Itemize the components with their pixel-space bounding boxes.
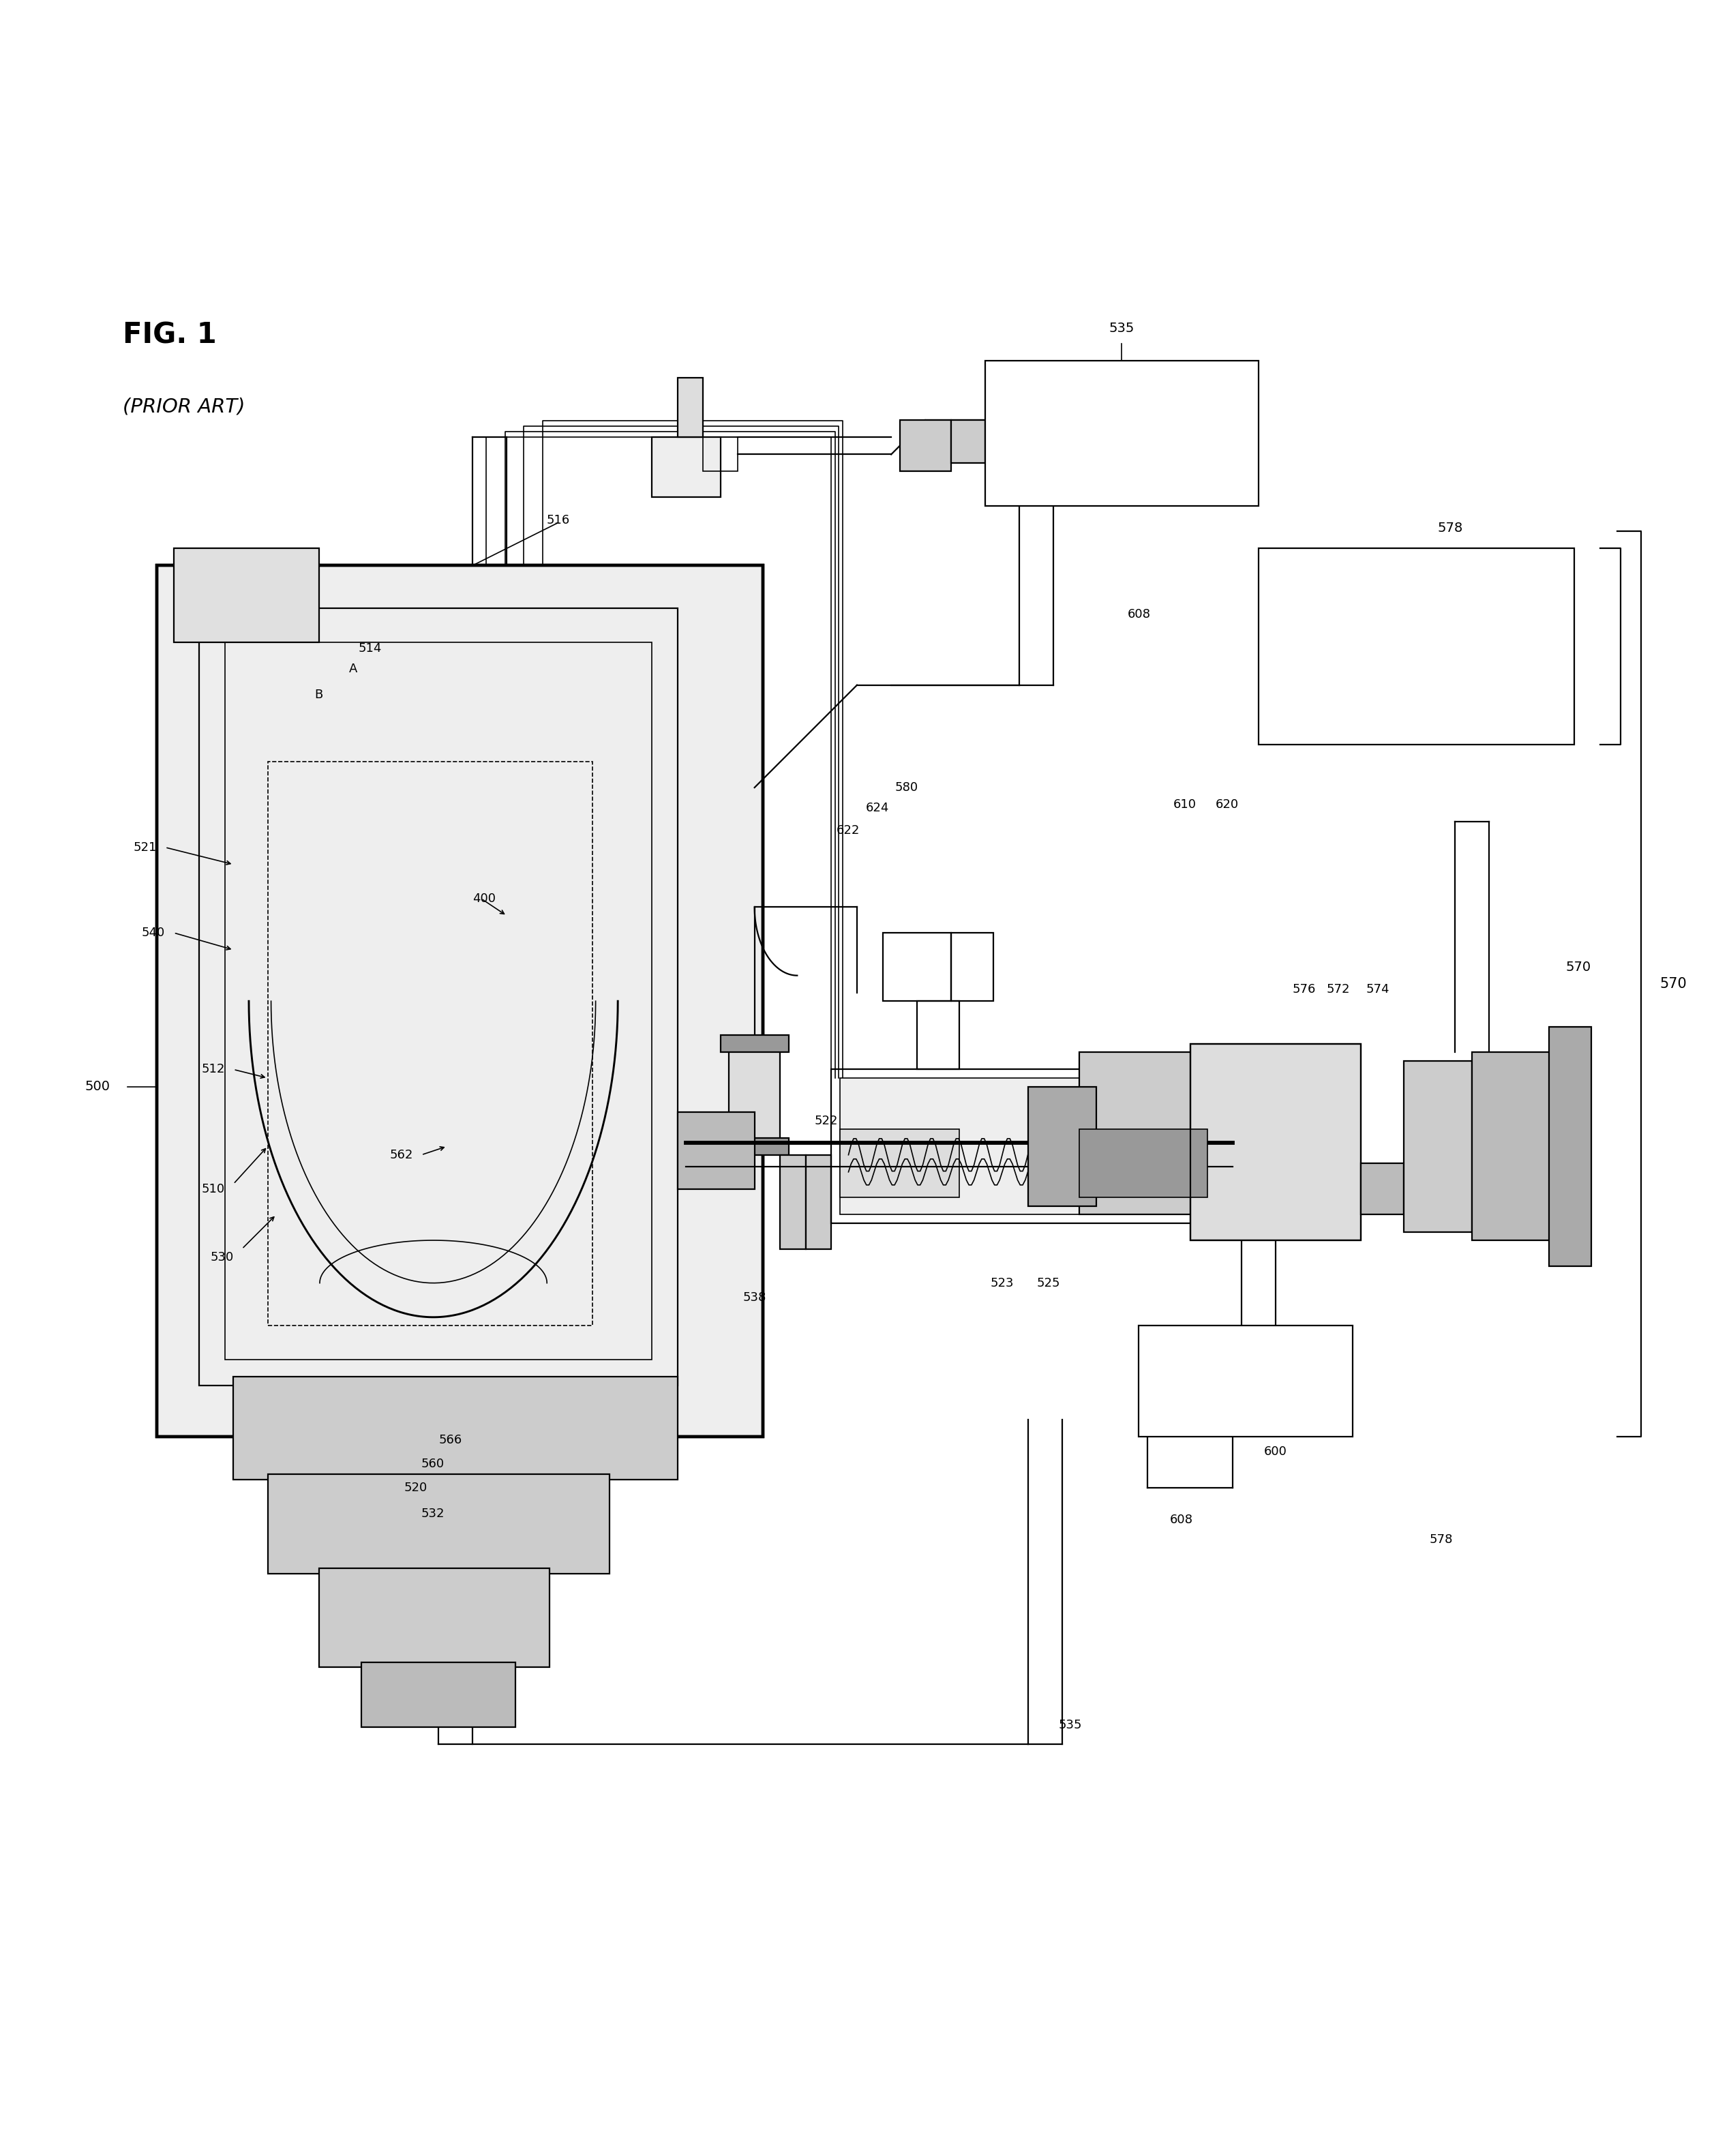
Text: 512: 512	[202, 1063, 225, 1076]
Bar	[651, 438, 720, 498]
Bar	[1080, 1052, 1207, 1214]
Bar	[1190, 1044, 1361, 1240]
Text: 510: 510	[202, 1184, 225, 1194]
Text: 514: 514	[358, 642, 382, 655]
Text: 525: 525	[1037, 1276, 1059, 1289]
Bar	[720, 1138, 788, 1156]
Text: 523: 523	[991, 1276, 1013, 1289]
Text: 538: 538	[742, 1291, 766, 1304]
Bar	[319, 1567, 550, 1667]
Text: 600: 600	[1263, 660, 1287, 673]
Text: 624: 624	[866, 802, 890, 815]
Text: MOTOR: MOTOR	[1219, 1376, 1270, 1388]
Text: 610: 610	[1172, 798, 1196, 811]
Bar	[233, 1378, 677, 1479]
Text: 516: 516	[547, 513, 569, 526]
Bar	[173, 548, 319, 642]
Text: 580: 580	[895, 780, 919, 793]
Bar	[986, 360, 1258, 507]
Text: HYDRAULIC PRESSURE
SUPPLYING SECTION: HYDRAULIC PRESSURE SUPPLYING SECTION	[1347, 636, 1484, 658]
Bar	[1028, 1087, 1097, 1205]
Bar	[728, 1044, 780, 1147]
Bar	[720, 1035, 788, 1052]
Text: 578: 578	[1438, 522, 1464, 535]
Text: FIG. 1: FIG. 1	[122, 321, 216, 349]
Text: 560: 560	[422, 1457, 444, 1470]
Text: 530: 530	[211, 1250, 233, 1263]
Bar	[1472, 1052, 1558, 1240]
Bar	[780, 1156, 806, 1248]
Text: (PRIOR ART): (PRIOR ART)	[122, 397, 245, 416]
Bar	[1404, 1061, 1472, 1231]
Bar	[840, 1130, 960, 1197]
Text: 620: 620	[1215, 798, 1239, 811]
Text: 578: 578	[1429, 1533, 1453, 1546]
Text: VACUUM
PUMP: VACUUM PUMP	[1090, 420, 1154, 448]
Text: B: B	[315, 688, 322, 701]
Text: 608: 608	[1171, 1514, 1193, 1526]
Text: 522: 522	[814, 1115, 838, 1128]
Text: 570: 570	[1659, 977, 1687, 992]
Bar	[1080, 1130, 1207, 1197]
Text: 622: 622	[836, 824, 860, 837]
Bar	[267, 1475, 608, 1574]
Text: 564: 564	[797, 1233, 821, 1246]
Bar	[1190, 1044, 1361, 1240]
Text: 570: 570	[1567, 959, 1591, 972]
Bar	[156, 565, 763, 1436]
Bar	[1361, 1164, 1404, 1214]
Bar	[883, 934, 951, 1000]
Text: 566: 566	[439, 1434, 461, 1447]
Bar	[840, 1078, 1198, 1214]
Bar	[831, 1069, 1207, 1222]
Text: 562: 562	[389, 1149, 413, 1162]
Text: 600: 600	[1263, 1445, 1287, 1457]
Bar	[362, 1662, 516, 1727]
Text: 608: 608	[1128, 608, 1150, 621]
Bar	[951, 420, 986, 464]
Bar	[677, 1112, 754, 1190]
Bar	[703, 438, 737, 472]
Text: 400: 400	[473, 893, 495, 906]
Text: 576: 576	[1292, 983, 1316, 996]
Bar	[917, 1000, 960, 1069]
Text: A: A	[350, 662, 357, 675]
Text: 574: 574	[1366, 983, 1390, 996]
Text: 520: 520	[405, 1481, 429, 1494]
Bar	[951, 934, 994, 1000]
Text: 500: 500	[84, 1080, 110, 1093]
Bar	[225, 642, 651, 1360]
Bar	[1549, 1026, 1592, 1266]
Text: 532: 532	[422, 1507, 446, 1520]
Bar	[267, 761, 593, 1326]
Text: 535: 535	[1109, 321, 1135, 334]
Text: 540: 540	[142, 927, 165, 938]
Bar	[806, 1156, 831, 1248]
Text: 572: 572	[1327, 983, 1351, 996]
Bar	[156, 565, 763, 1436]
Bar	[199, 608, 677, 1386]
Text: 521: 521	[134, 841, 156, 854]
Bar	[677, 377, 703, 438]
Bar	[1138, 1326, 1352, 1436]
Text: 535: 535	[1059, 1718, 1082, 1731]
Bar	[1258, 548, 1575, 744]
Bar	[900, 420, 951, 472]
